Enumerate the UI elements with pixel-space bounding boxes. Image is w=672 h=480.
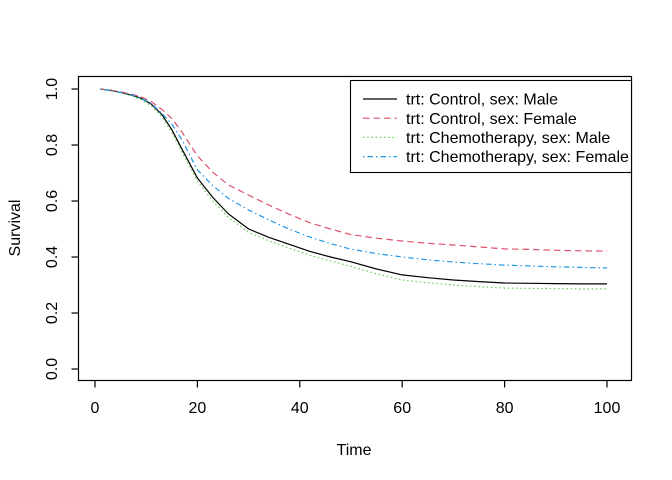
legend-label: trt: Chemotherapy, sex: Male: [406, 130, 610, 147]
y-tick-label: 0.6: [44, 190, 61, 212]
series-lines: [100, 88, 608, 290]
x-axis-title: Time: [337, 442, 372, 459]
plot-border: [77, 75, 633, 382]
legend: trt: Control, sex: Male trt: Control, sex…: [349, 79, 633, 174]
series-line: [100, 88, 608, 252]
x-axis: 0 20 40 60 80 100: [91, 380, 621, 417]
x-tick-label: 100: [594, 400, 621, 417]
y-tick-label: 1.0: [44, 78, 61, 100]
x-tick-label: 0: [91, 400, 100, 417]
x-tick-label: 20: [189, 400, 207, 417]
y-axis-title: Survival: [7, 200, 24, 257]
y-tick-label: 0.0: [44, 358, 61, 380]
series-line: [100, 88, 608, 269]
legend-label: trt: Chemotherapy, sex: Female: [406, 149, 629, 166]
x-tick-label: 40: [291, 400, 309, 417]
y-tick-label: 0.2: [44, 302, 61, 324]
y-tick-label: 0.4: [44, 246, 61, 268]
y-axis: 0.0 0.2 0.4 0.6 0.8 1.0: [44, 78, 79, 380]
legend-label: trt: Control, sex: Female: [406, 111, 577, 128]
legend-box: [349, 79, 633, 174]
legend-label: trt: Control, sex: Male: [406, 92, 558, 109]
x-tick-label: 80: [496, 400, 514, 417]
x-tick-label: 60: [393, 400, 411, 417]
series-line: [100, 88, 607, 290]
y-tick-label: 0.8: [44, 134, 61, 156]
